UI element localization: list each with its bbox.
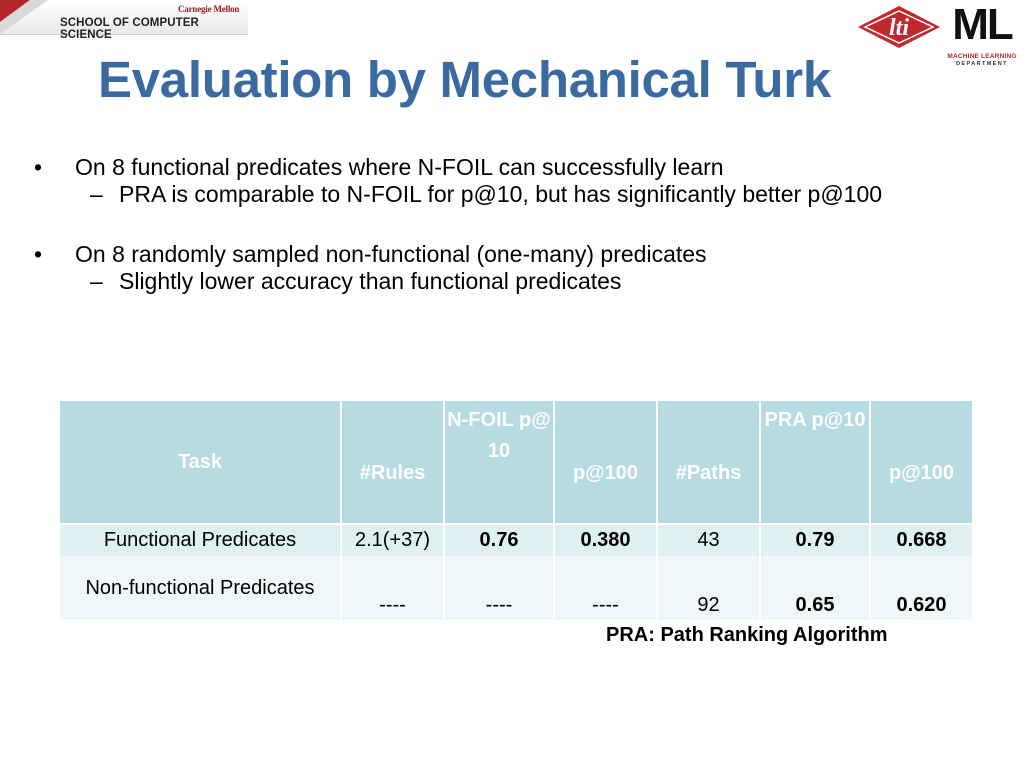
bullet-item: • On 8 functional predicates where N-FOI… bbox=[34, 154, 984, 181]
table-cell-paths: 92 bbox=[657, 556, 761, 620]
results-table: Task #Rules N-FOIL p@10 p@100 #Paths PRA… bbox=[60, 401, 974, 620]
sub-bullet-text: PRA is comparable to N-FOIL for p@10, bu… bbox=[119, 181, 883, 207]
ml-logo-department: DEPARTMENT bbox=[956, 61, 1008, 67]
school-name: SCHOOL OF COMPUTER SCIENCE bbox=[60, 17, 199, 41]
table-cell-pra-p10: 0.65 bbox=[760, 556, 871, 620]
table-header-pra-p100: p@100 bbox=[870, 401, 974, 524]
bullet-dot-icon: • bbox=[34, 241, 43, 267]
table-row: Non-functional Predicates ---- ---- ----… bbox=[60, 556, 974, 620]
table-cell-nfoil-p100: 0.380 bbox=[554, 523, 658, 556]
lti-logo-text: lti bbox=[889, 15, 909, 41]
table-cell-pra-p100: 0.620 bbox=[870, 556, 974, 620]
bullet-list: • On 8 functional predicates where N-FOI… bbox=[34, 154, 984, 295]
slide-title: Evaluation by Mechanical Turk bbox=[98, 51, 831, 108]
table-cell-nfoil-p10: 0.76 bbox=[444, 523, 555, 556]
bullet-item: • On 8 randomly sampled non-functional (… bbox=[34, 241, 984, 268]
sub-bullet-item: – PRA is comparable to N-FOIL for p@10, … bbox=[34, 181, 984, 208]
bullet-text: On 8 randomly sampled non-functional (on… bbox=[75, 241, 707, 267]
table-header-nfoil-p100: p@100 bbox=[554, 401, 658, 524]
bullet-text: On 8 functional predicates where N-FOIL … bbox=[75, 154, 724, 180]
ml-logo-subtitle: MACHINE LEARNING bbox=[947, 53, 1017, 60]
dash-icon: – bbox=[90, 181, 103, 207]
table-header-paths: #Paths bbox=[657, 401, 761, 524]
cmu-banner: Carnegie Mellon SCHOOL OF COMPUTER SCIEN… bbox=[0, 0, 248, 41]
footnote: PRA: Path Ranking Algorithm bbox=[606, 624, 888, 646]
table-cell-task: Functional Predicates bbox=[60, 523, 342, 556]
institution-name: Carnegie Mellon bbox=[178, 4, 240, 14]
bullet-dot-icon: • bbox=[34, 154, 43, 180]
table-header-row: Task #Rules N-FOIL p@10 p@100 #Paths PRA… bbox=[60, 401, 974, 524]
table-cell-pra-p10: 0.79 bbox=[760, 523, 871, 556]
table-header-task: Task bbox=[60, 401, 342, 524]
lti-logo-icon: lti bbox=[858, 6, 940, 48]
sub-bullet-text: Slightly lower accuracy than functional … bbox=[119, 268, 622, 294]
table-cell-rules: ---- bbox=[341, 556, 445, 620]
dash-icon: – bbox=[90, 268, 103, 294]
sub-bullet-item: – Slightly lower accuracy than functiona… bbox=[34, 268, 984, 295]
table-cell-pra-p100: 0.668 bbox=[870, 523, 974, 556]
table-header-nfoil-p10: N-FOIL p@10 bbox=[444, 401, 555, 524]
table-cell-nfoil-p100: ---- bbox=[554, 556, 658, 620]
cmu-corner-mark-icon bbox=[0, 0, 48, 34]
table-cell-rules: 2.1(+37) bbox=[341, 523, 445, 556]
table-cell-task: Non-functional Predicates bbox=[60, 556, 342, 620]
ml-logo-text: ML bbox=[952, 0, 1014, 49]
table-header-pra-p10: PRA p@10 bbox=[760, 401, 871, 524]
ml-logo: ML MACHINE LEARNING DEPARTMENT bbox=[946, 0, 1018, 70]
table-cell-paths: 43 bbox=[657, 523, 761, 556]
table-cell-nfoil-p10: ---- bbox=[444, 556, 555, 620]
table-row: Functional Predicates 2.1(+37) 0.76 0.38… bbox=[60, 523, 974, 556]
table-header-rules: #Rules bbox=[341, 401, 445, 524]
